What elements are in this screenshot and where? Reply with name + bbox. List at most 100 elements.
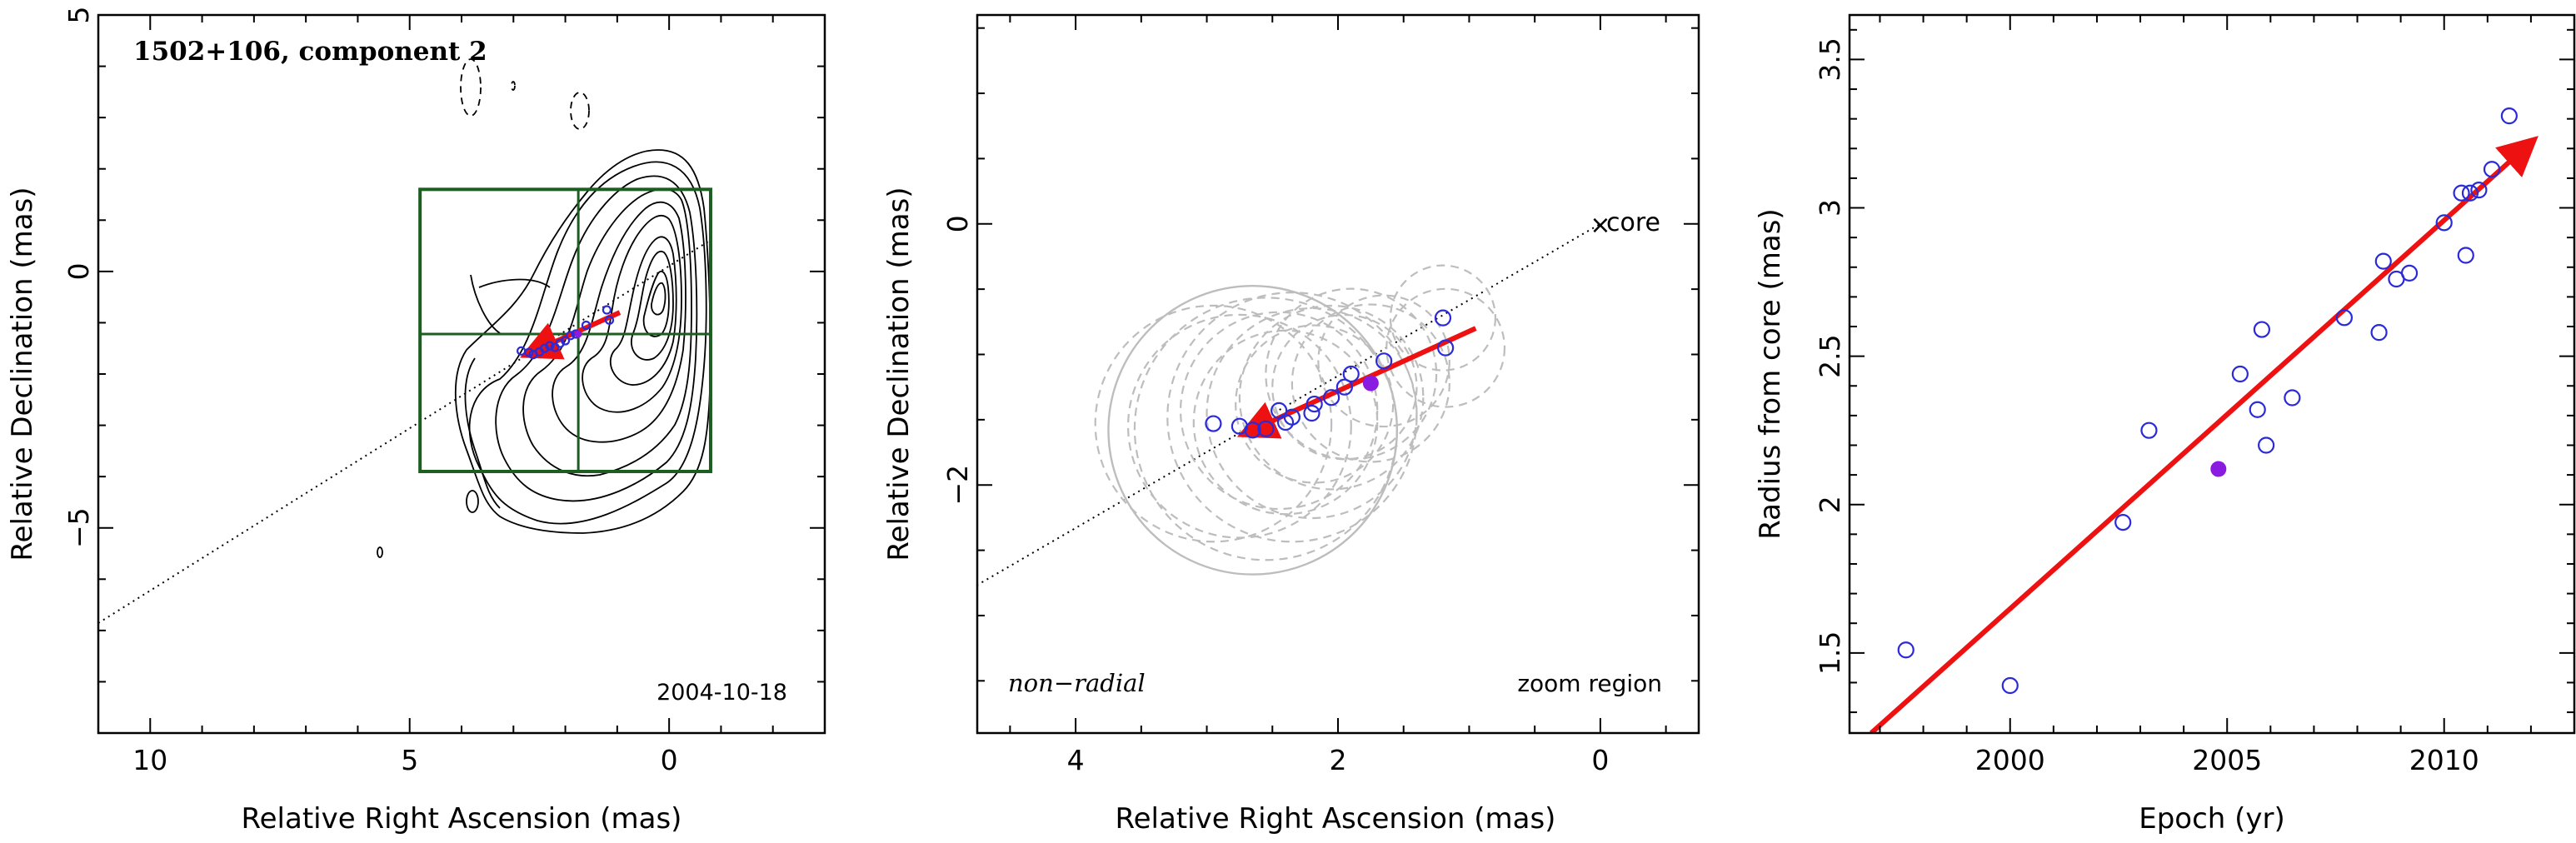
panel-contour-map: 10 5 0 −5 0 5 1502+106, component 2 2004-10-1… [6, 7, 826, 836]
radius-point [2370, 324, 2388, 342]
position-point [1205, 415, 1222, 432]
position-point [1305, 395, 1323, 413]
error-circle [1133, 297, 1398, 561]
position-point [1434, 309, 1452, 327]
error-circle [1389, 264, 1497, 372]
position-point [1437, 339, 1455, 357]
position-point [566, 331, 576, 341]
epoch-annotation: 2004-10-18 [656, 680, 787, 706]
panel-zoom-region: × 4 2 0 −2 0 core non−radial zoom region Rel… [882, 13, 1700, 836]
error-circle [1179, 311, 1379, 511]
radius-point [2284, 389, 2301, 407]
x-tick-label: 0 [1591, 744, 1609, 776]
radius-point [2249, 401, 2266, 418]
error-circle [1235, 324, 1395, 484]
y-tick-label: 5 [62, 7, 95, 24]
reference-line [977, 222, 1601, 586]
error-circle [1317, 294, 1450, 428]
negative-contours [460, 58, 590, 130]
x-tick-label: 2000 [1975, 744, 2045, 776]
core-label: core [1606, 208, 1660, 237]
position-point [1244, 422, 1261, 439]
position-point [540, 343, 550, 353]
error-circle [1206, 307, 1418, 520]
x-tick-label: 5 [401, 744, 418, 776]
radius-point [2453, 184, 2470, 202]
radius-point [2483, 161, 2501, 178]
highlight-point [574, 330, 582, 338]
error-circle [1271, 313, 1418, 461]
position-point [1335, 378, 1353, 396]
y-axis-label: Relative Declination (mas) [6, 187, 39, 561]
x-tick-label: 4 [1067, 744, 1085, 776]
highlight-point [1362, 375, 1379, 392]
y-tick-label: 0 [941, 215, 974, 232]
x-axis-label: Epoch (yr) [2139, 802, 2285, 836]
panel-title: 1502+106, component 2 [133, 37, 487, 67]
x-tick-label: 2010 [2409, 744, 2479, 776]
y-tick-label: 0 [62, 262, 95, 280]
radius-point [2374, 252, 2392, 270]
radius-point [2500, 107, 2518, 125]
plot-frame [97, 13, 826, 735]
y-tick-label: −5 [62, 507, 95, 548]
core-marker: × [1590, 211, 1610, 240]
error-circle [1094, 304, 1333, 543]
position-point [1257, 420, 1275, 437]
x-tick-label: 0 [661, 744, 678, 776]
position-point [1375, 352, 1393, 370]
position-point [1283, 408, 1300, 426]
position-point [581, 320, 592, 331]
radius-point [2001, 676, 2019, 695]
position-point [1323, 389, 1340, 407]
y-axis-label: Relative Declination (mas) [882, 187, 916, 561]
radius-point [2457, 247, 2474, 264]
position-point [1303, 404, 1320, 422]
x-tick-label: 2005 [2192, 744, 2262, 776]
position-point [602, 305, 612, 315]
axis-ticks: 4 2 0 −2 0 [941, 15, 1699, 776]
core-cross: × [1590, 211, 1610, 240]
radius-point [2470, 182, 2488, 199]
plot-frame [976, 13, 1700, 735]
annotation-non-radial: non−radial [1008, 669, 1146, 697]
y-tick-label: 3 [1814, 199, 1846, 217]
radius-point [2231, 365, 2249, 383]
radius-point [2400, 264, 2419, 282]
error-circle [1238, 304, 1425, 491]
x-tick-label: 10 [132, 744, 167, 776]
radius-point [2114, 513, 2132, 531]
axis-ticks: 2000 2005 2010 1.5 2 2.5 3 3.5 [1814, 15, 2574, 776]
panel-radius-vs-epoch: 2000 2005 2010 1.5 2 2.5 3 3.5 Epoch (yr) Radiu… [1754, 13, 2576, 836]
y-tick-label: −2 [941, 465, 974, 506]
zoom-region-box [418, 187, 712, 473]
y-tick-label: 3.5 [1814, 37, 1846, 81]
contour-map [377, 149, 711, 558]
component-positions [517, 305, 615, 360]
radius-point [2335, 309, 2353, 327]
y-tick-label: 2.5 [1814, 334, 1846, 377]
radius-point [2461, 184, 2479, 202]
radius-point [2258, 436, 2275, 454]
radius-point [1897, 641, 1915, 659]
x-axis-label: Relative Right Ascension (mas) [1116, 802, 1556, 836]
position-point [604, 315, 615, 325]
error-circle [1126, 313, 1352, 539]
fit-arrow [1870, 136, 2539, 733]
x-axis-label: Relative Right Ascension (mas) [242, 802, 682, 836]
component-positions [1205, 309, 1455, 439]
radius-measurements [1897, 107, 2518, 695]
position-point [560, 336, 571, 346]
y-tick-label: 1.5 [1814, 631, 1846, 675]
error-circle [1290, 303, 1450, 463]
y-tick-label: 2 [1814, 496, 1846, 513]
annotation-zoom-region: zoom region [1517, 670, 1662, 697]
position-point [555, 338, 565, 348]
radius-point [2140, 422, 2158, 439]
axis-ticks: 10 5 0 −5 0 5 [62, 7, 825, 776]
position-point [1342, 365, 1360, 383]
x-tick-label: 2 [1330, 744, 1347, 776]
error-circles [1094, 264, 1506, 576]
error-circle [1385, 287, 1506, 408]
